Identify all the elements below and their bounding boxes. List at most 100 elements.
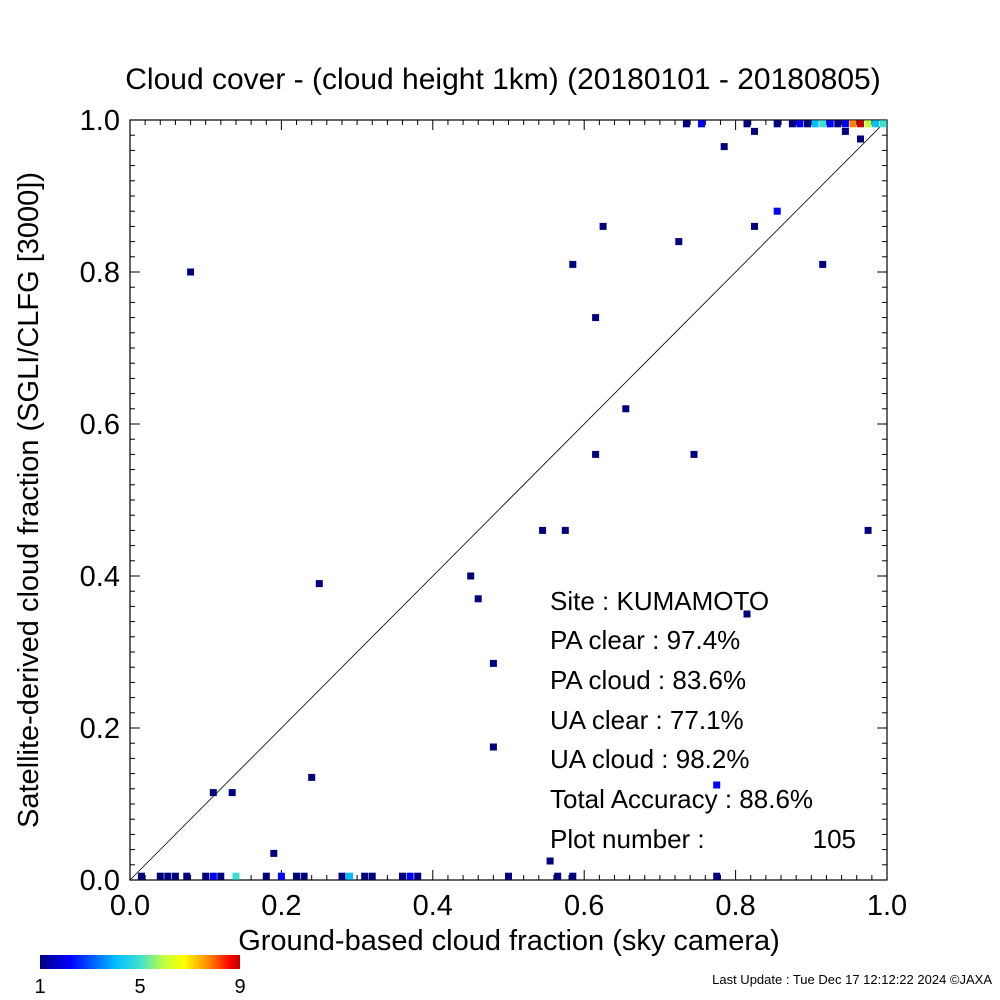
data-point bbox=[300, 872, 308, 880]
data-point bbox=[796, 120, 804, 128]
data-point bbox=[474, 595, 482, 603]
colorbar-tick-min: 1 bbox=[34, 976, 45, 998]
axis-ticks bbox=[129, 119, 888, 881]
data-point bbox=[622, 405, 630, 413]
y-tick-label: 0.2 bbox=[80, 713, 120, 745]
x-tick-label: 0.6 bbox=[564, 890, 604, 922]
data-point bbox=[592, 314, 600, 322]
colorbar-tick-mid: 5 bbox=[134, 976, 145, 998]
reference-diagonal-line bbox=[129, 119, 888, 881]
data-point bbox=[217, 872, 225, 880]
data-point bbox=[864, 526, 872, 534]
data-point bbox=[137, 872, 145, 880]
stat-pa-clear: PA clear : 97.4% bbox=[550, 625, 740, 655]
data-point bbox=[743, 610, 751, 618]
data-point bbox=[804, 120, 811, 128]
data-point bbox=[819, 120, 827, 128]
data-point bbox=[698, 120, 705, 128]
colorbar-gradient bbox=[40, 955, 240, 969]
data-point bbox=[164, 872, 172, 880]
data-point bbox=[489, 743, 497, 751]
y-tick-label: 0.4 bbox=[80, 561, 120, 593]
data-point bbox=[270, 849, 278, 857]
data-point bbox=[554, 872, 562, 880]
y-tick-labels: 0.0 0.2 0.4 0.6 0.8 1.0 bbox=[80, 105, 120, 897]
data-point bbox=[788, 120, 796, 128]
data-point bbox=[751, 222, 758, 230]
data-point bbox=[183, 872, 191, 880]
data-point bbox=[406, 872, 414, 880]
data-point bbox=[773, 207, 781, 215]
data-point bbox=[872, 120, 880, 128]
data-point bbox=[857, 135, 864, 143]
x-tick-label: 0.8 bbox=[715, 890, 755, 922]
data-point bbox=[826, 120, 834, 128]
footer-last-update: Last Update : Tue Dec 17 12:12:22 2024 ©… bbox=[712, 972, 992, 987]
data-point bbox=[361, 872, 369, 880]
data-point bbox=[338, 872, 346, 880]
data-point bbox=[690, 450, 698, 458]
data-point bbox=[308, 773, 316, 781]
data-point bbox=[682, 120, 690, 128]
data-point bbox=[202, 872, 210, 880]
y-tick-label: 1.0 bbox=[80, 105, 120, 137]
data-point bbox=[539, 526, 547, 534]
x-tick-labels: 0.0 0.2 0.4 0.6 0.8 1.0 bbox=[110, 890, 907, 922]
data-point bbox=[489, 659, 497, 667]
data-point bbox=[546, 857, 554, 865]
stat-pa-cloud: PA cloud : 83.6% bbox=[550, 665, 746, 695]
data-point bbox=[569, 260, 577, 268]
stat-plot-number-value: 105 bbox=[813, 824, 856, 854]
data-point bbox=[849, 120, 857, 128]
y-tick-label: 0.8 bbox=[80, 257, 120, 289]
data-point bbox=[399, 872, 406, 880]
x-tick-label: 0.4 bbox=[413, 890, 453, 922]
y-tick-label: 0.0 bbox=[80, 865, 120, 897]
data-point bbox=[879, 120, 887, 128]
colorbar: 1 5 9 bbox=[34, 955, 246, 998]
x-tick-label: 0.0 bbox=[110, 890, 150, 922]
data-point bbox=[713, 781, 721, 789]
data-point bbox=[592, 450, 600, 458]
data-point bbox=[569, 872, 577, 880]
data-point bbox=[368, 872, 376, 880]
data-point bbox=[841, 127, 849, 135]
data-point bbox=[561, 526, 569, 534]
data-point bbox=[187, 268, 195, 276]
data-point bbox=[209, 789, 217, 797]
data-point bbox=[811, 120, 819, 128]
x-tick-label: 1.0 bbox=[867, 890, 907, 922]
stat-total-accuracy: Total Accuracy : 88.6% bbox=[550, 784, 813, 814]
data-point bbox=[414, 872, 422, 880]
colorbar-tick-max: 9 bbox=[234, 976, 245, 998]
y-axis-label: Satellite-derived cloud fraction (SGLI/C… bbox=[13, 172, 45, 828]
stat-site: Site : KUMAMOTO bbox=[550, 586, 769, 616]
data-point bbox=[773, 120, 781, 128]
data-point bbox=[346, 872, 353, 880]
data-points bbox=[137, 120, 887, 880]
stat-ua-clear: UA clear : 77.1% bbox=[550, 705, 744, 735]
data-point bbox=[864, 120, 872, 128]
statistics-panel: Site : KUMAMOTO PA clear : 97.4% PA clou… bbox=[550, 586, 856, 854]
data-point bbox=[228, 789, 236, 797]
data-point bbox=[720, 143, 728, 151]
data-point bbox=[277, 872, 285, 880]
data-point bbox=[675, 238, 683, 246]
data-point bbox=[505, 872, 512, 880]
x-axis-label: Ground-based cloud fraction (sky camera) bbox=[238, 925, 780, 957]
stat-ua-cloud: UA cloud : 98.2% bbox=[550, 744, 749, 774]
data-point bbox=[857, 120, 864, 128]
data-point bbox=[841, 120, 849, 128]
stat-plot-number-label: Plot number : bbox=[550, 824, 705, 854]
y-tick-label: 0.6 bbox=[80, 409, 120, 441]
data-point bbox=[599, 222, 607, 230]
data-point bbox=[467, 572, 475, 580]
data-point bbox=[209, 872, 217, 880]
data-point bbox=[834, 120, 842, 128]
data-point bbox=[743, 120, 751, 128]
chart-title: Cloud cover - (cloud height 1km) (201801… bbox=[125, 63, 880, 96]
x-tick-label: 0.2 bbox=[261, 890, 301, 922]
data-point bbox=[232, 872, 240, 880]
data-point bbox=[293, 872, 300, 880]
